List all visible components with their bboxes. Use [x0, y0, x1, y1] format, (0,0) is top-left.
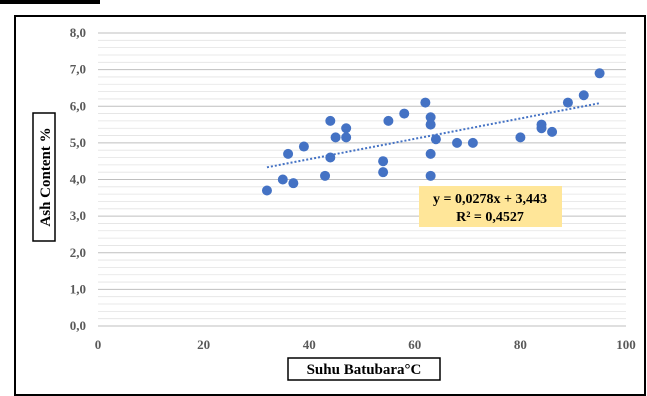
- data-point: [547, 126, 558, 137]
- y-axis-title: Ash Content %: [38, 127, 54, 226]
- data-point: [399, 108, 410, 119]
- y-tick-label: 5,0: [70, 135, 86, 150]
- y-tick-label: 0,0: [70, 318, 86, 333]
- x-tick-label: 60: [408, 337, 421, 352]
- data-point: [425, 119, 436, 130]
- x-tick-label: 80: [514, 337, 527, 352]
- data-point: [320, 170, 331, 181]
- x-tick-label: 100: [616, 337, 636, 352]
- y-tick-label: 7,0: [70, 62, 86, 77]
- equation-box: [419, 186, 562, 227]
- trendline-equation: y = 0,0278x + 3,443: [433, 192, 547, 207]
- y-tick-label: 1,0: [70, 281, 86, 296]
- y-tick-label: 3,0: [70, 208, 86, 223]
- data-point: [378, 156, 389, 167]
- data-point: [425, 112, 436, 123]
- data-point: [261, 185, 272, 196]
- data-point: [298, 141, 309, 152]
- data-point: [420, 97, 431, 108]
- data-point: [425, 170, 436, 181]
- y-axis-title-group: Ash Content %: [32, 112, 56, 242]
- y-tick-label: 2,0: [70, 245, 86, 260]
- x-axis-title-box: [287, 357, 441, 381]
- data-point: [378, 167, 389, 178]
- grid: [98, 32, 626, 327]
- trendline-r-squared: R² = 0,4527: [456, 210, 524, 225]
- data-point: [288, 178, 299, 189]
- data-point: [452, 137, 463, 148]
- data-points: [261, 68, 605, 196]
- data-point: [325, 152, 336, 163]
- data-point: [325, 115, 336, 126]
- data-point: [467, 137, 478, 148]
- data-point: [430, 134, 441, 145]
- data-point: [515, 132, 526, 143]
- x-axis-title: Suhu Batubara°C: [307, 362, 422, 378]
- y-tick-label: 6,0: [70, 98, 86, 113]
- data-point: [562, 97, 573, 108]
- data-point: [341, 123, 352, 134]
- x-tick-label: 0: [95, 337, 102, 352]
- y-tick-label: 8,0: [70, 25, 86, 40]
- x-tick-label: 20: [197, 337, 210, 352]
- data-point: [594, 68, 605, 79]
- x-tick-label: 40: [303, 337, 316, 352]
- y-axis-ticks: 0,0 1,0 2,0 3,0 4,0 5,0 6,0 7,0 8,0: [70, 25, 86, 333]
- top-edge-text-remnant: [0, 0, 100, 4]
- data-point: [578, 90, 589, 101]
- data-point: [330, 132, 341, 143]
- data-point: [536, 123, 547, 134]
- data-point: [425, 148, 436, 159]
- y-tick-label: 4,0: [70, 172, 86, 187]
- y-axis-title-box: [32, 112, 56, 242]
- data-point: [341, 132, 352, 143]
- data-point: [283, 148, 294, 159]
- x-axis-ticks: 0 20 40 60 80 100: [95, 337, 636, 352]
- data-point: [383, 115, 394, 126]
- data-point: [277, 174, 288, 185]
